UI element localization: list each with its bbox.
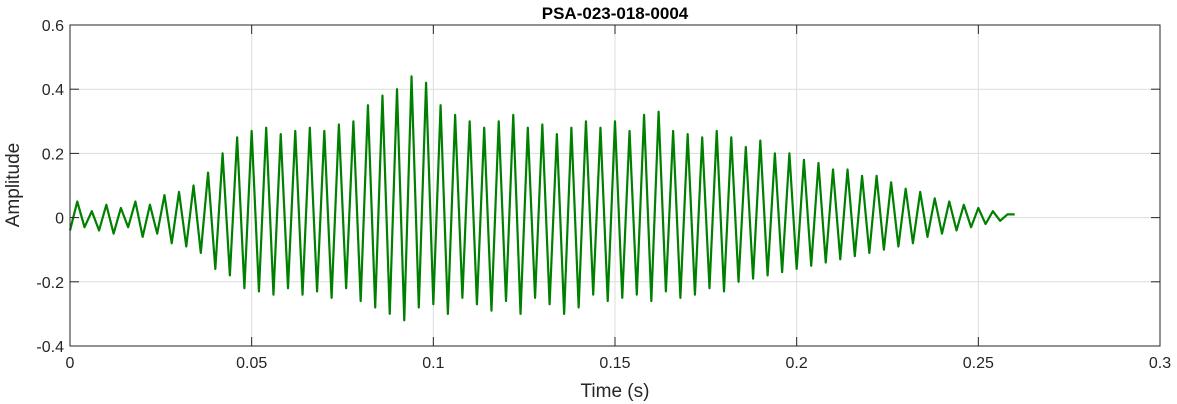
y-tick-label: 0.4 <box>42 82 64 99</box>
x-axis-title: Time (s) <box>581 381 650 402</box>
chart-title: PSA-023-018-0004 <box>542 4 689 23</box>
x-tick-label: 0 <box>66 355 75 372</box>
x-tick-label: 0.3 <box>1149 355 1171 372</box>
y-tick-labels: -0.4 -0.2 0 0.2 0.4 0.6 <box>36 18 64 356</box>
axis-ticks <box>69 24 1161 347</box>
y-tick-label: 0.6 <box>42 18 64 35</box>
x-tick-labels: 0 0.05 0.1 0.15 0.2 0.25 0.3 <box>66 355 1172 372</box>
x-tick-label: 0.05 <box>236 355 267 372</box>
y-tick-label: -0.2 <box>36 275 64 292</box>
series-line-amplitude <box>68 75 1015 322</box>
x-tick-label: 0.2 <box>786 355 808 372</box>
y-tick-label: 0 <box>55 211 64 228</box>
x-tick-label: 0.25 <box>963 355 994 372</box>
x-tick-label: 0.1 <box>422 355 444 372</box>
y-tick-label: -0.4 <box>36 339 64 356</box>
y-axis-title: Amplitude <box>3 143 24 228</box>
x-tick-label: 0.15 <box>599 355 630 372</box>
y-tick-label: 0.2 <box>42 146 64 163</box>
